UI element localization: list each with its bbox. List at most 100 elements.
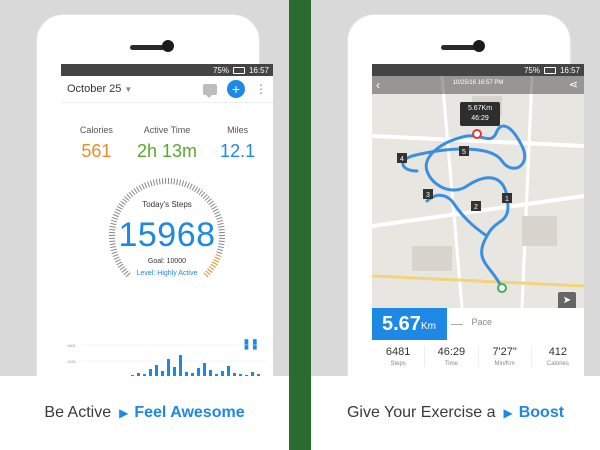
- route-marker[interactable]: [502, 193, 512, 203]
- route-marker[interactable]: [471, 201, 481, 211]
- dial-tick: [152, 179, 156, 186]
- steps-count: 15968: [118, 216, 216, 254]
- dial-tick: [218, 228, 225, 231]
- dial-tick: [158, 178, 161, 185]
- chart-axis-mid: 1451: [67, 359, 77, 364]
- hour-bar: [167, 359, 170, 377]
- pause-icon[interactable]: ❚❚: [242, 339, 259, 350]
- dial-tick: [208, 200, 214, 206]
- right-panel: 75% 16:57 1 2 3 4 5: [311, 0, 600, 450]
- dial-tick: [204, 196, 210, 201]
- dial-tick: [206, 198, 212, 203]
- map-road: [372, 134, 584, 148]
- dial-tick: [112, 253, 119, 257]
- dial-tick: [218, 240, 225, 243]
- dial-tick: [186, 182, 190, 189]
- dial-tick: [114, 211, 120, 215]
- activity-level: Level: Highly Active: [136, 270, 198, 277]
- dial-tick: [218, 225, 225, 228]
- route-start: [497, 283, 507, 293]
- hour-bar: [155, 365, 158, 377]
- dial-tick: [119, 266, 126, 271]
- hour-bar: [209, 370, 212, 377]
- dial-tick: [146, 181, 150, 188]
- chat-icon[interactable]: [203, 83, 217, 98]
- left-panel: 75% 16:57 October 25 ▼ + ⋮ Calories 561 …: [0, 0, 289, 450]
- dial-tick: [111, 219, 118, 223]
- distance-value: 5.67: [382, 313, 421, 335]
- chart-axis-top: 1801: [67, 343, 77, 348]
- activity-screen: 75% 16:57 October 25 ▼ + ⋮ Calories 561 …: [61, 64, 273, 394]
- route-marker-label: 5: [462, 149, 466, 156]
- hour-bar: [221, 371, 224, 377]
- metric-value: 7'27": [492, 346, 517, 358]
- hour-bar: [173, 367, 176, 377]
- dial-tick: [210, 263, 216, 268]
- dial-tick: [215, 253, 222, 257]
- hour-bar: [143, 374, 146, 377]
- dial-tick: [178, 179, 182, 186]
- status-time: 16:57: [559, 65, 580, 75]
- dial-tick: [211, 205, 218, 210]
- dial-tick: [122, 198, 128, 203]
- stat-label: Active Time: [143, 125, 191, 135]
- hour-bar: [239, 374, 242, 377]
- chevron-down-icon[interactable]: ▼: [124, 84, 133, 94]
- hour-bar: [257, 374, 260, 377]
- hour-bar: [197, 368, 200, 377]
- route-marker-label: 3: [426, 192, 430, 199]
- dial-tick: [116, 205, 123, 210]
- active-time-stat: Active Time 2h 13m: [132, 125, 203, 162]
- back-icon[interactable]: ‹: [376, 78, 380, 92]
- dial-tick: [128, 191, 134, 198]
- phone-camera: [162, 40, 174, 52]
- stat-value: 561: [81, 141, 112, 161]
- hour-bar: [227, 366, 230, 377]
- dial-tick: [184, 181, 188, 188]
- hour-bar: [137, 373, 140, 377]
- navigate-icon[interactable]: ➤: [558, 292, 576, 310]
- map-timestamp: 10/25/16 16:57 PM: [452, 80, 504, 86]
- dial-ticks: [108, 178, 226, 278]
- caption-text: Be Active: [44, 404, 112, 421]
- share-icon[interactable]: ⋖: [568, 79, 578, 91]
- metric-value: 412: [548, 346, 568, 358]
- dial-tick: [124, 196, 130, 201]
- hour-bar: [185, 372, 188, 377]
- date-selector[interactable]: October 25: [67, 83, 122, 95]
- more-icon[interactable]: ⋮: [255, 82, 267, 96]
- battery-icon: [543, 66, 556, 74]
- route-marker-label: 1: [505, 196, 509, 203]
- metric-steps: 6481 Steps: [372, 346, 426, 367]
- map-building: [412, 246, 452, 271]
- route-map[interactable]: 1 2 3 4 5 ‹ 10/25/16 16:57 PM ⋖ 5.67Km 46:29…: [372, 75, 584, 310]
- add-button[interactable]: +: [227, 80, 245, 98]
- dial-tick: [173, 178, 176, 185]
- dial-tick: [115, 258, 121, 263]
- dial-tick: [110, 245, 117, 249]
- dial-tick: [176, 178, 179, 185]
- route-marker-label: 2: [474, 204, 478, 211]
- dial-tick: [214, 256, 221, 260]
- route-marker[interactable]: [397, 153, 407, 163]
- dial-tick: [155, 178, 158, 185]
- metric-value: 6481: [385, 346, 411, 358]
- map-road: [440, 75, 464, 309]
- caption-accent: Feel Awesome: [134, 404, 245, 421]
- dial-tick: [216, 216, 223, 220]
- route-marker[interactable]: [459, 146, 469, 156]
- route-marker[interactable]: [423, 189, 433, 199]
- dial-tick: [217, 245, 224, 249]
- dial-tick: [218, 243, 225, 246]
- dial-tick: [109, 243, 116, 246]
- play-icon: ▶: [503, 406, 513, 420]
- pace-tab[interactable]: Pace: [451, 316, 492, 327]
- dial-tick: [123, 270, 129, 276]
- metric-value: 46:29: [437, 346, 466, 358]
- stats-row: Calories 561 Active Time 2h 13m Miles 12…: [61, 125, 273, 162]
- hour-bar: [179, 355, 182, 377]
- metric-label: Min/Km: [494, 361, 515, 367]
- dial-tick: [126, 193, 132, 199]
- hour-bar: [251, 372, 254, 377]
- battery-percent: 75%: [212, 65, 229, 75]
